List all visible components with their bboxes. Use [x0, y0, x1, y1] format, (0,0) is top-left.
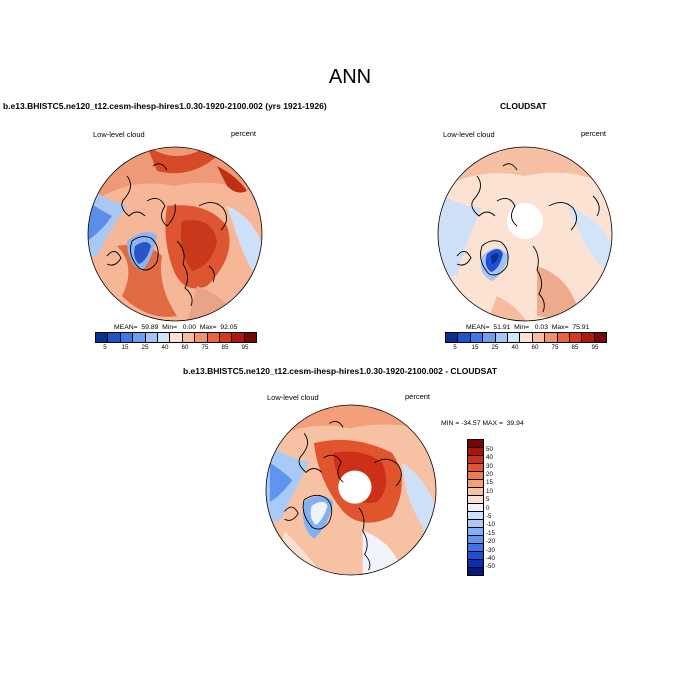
colorbar-swatch	[468, 560, 483, 568]
panel2-colorbar-ticks: 5 15 25 40 60 75 85 95	[445, 344, 605, 351]
panel1-stats: MEAN= 59.89 Min= 0.00 Max= 92.05	[114, 324, 238, 331]
colorbar-swatch	[207, 333, 220, 342]
panel2-left-label: Low-level cloud	[443, 130, 495, 139]
colorbar-tick-label: -20	[486, 538, 495, 546]
colorbar-tick-label: 0	[486, 504, 490, 512]
colorbar-swatch	[232, 333, 245, 342]
colorbar-swatch	[195, 333, 208, 342]
colorbar-tick-label: 75	[201, 344, 209, 351]
panel1-left-label: Low-level cloud	[93, 130, 145, 139]
colorbar-tick-label: 25	[491, 344, 499, 351]
panel2-stats: MEAN= 51.91 Min= 0.03 Max= 75.91	[466, 324, 590, 331]
colorbar-tick-label: -5	[486, 512, 492, 520]
panel3-polar-map	[265, 404, 437, 576]
panel3-stats: MIN = -34.57 MAX = 39.94	[441, 420, 524, 427]
colorbar-tick-label: 15	[486, 479, 493, 487]
colorbar-swatch	[96, 333, 109, 342]
colorbar-swatch	[582, 333, 595, 342]
panel2-polar-map	[437, 146, 613, 322]
colorbar-swatch	[468, 440, 483, 448]
colorbar-swatch	[219, 333, 233, 342]
colorbar-tick-label: 85	[221, 344, 229, 351]
colorbar-swatch	[495, 333, 508, 342]
colorbar-tick-label: 95	[591, 344, 599, 351]
colorbar-tick-label: 25	[141, 344, 149, 351]
panel3-colorbar-ticks: 50 40 30 20 15 10 5 0 -5 -10 -15 -20 -30 -40 -50	[486, 445, 495, 571]
panel1-title: b.e13.BHISTC5.ne120_t12.cesm-ihesp-hires…	[3, 101, 327, 111]
colorbar-swatch	[557, 333, 570, 342]
colorbar-tick-label: 20	[486, 470, 493, 478]
colorbar-swatch	[468, 512, 483, 520]
colorbar-swatch	[468, 528, 483, 536]
colorbar-swatch	[468, 464, 483, 472]
colorbar-tick-label: 95	[241, 344, 249, 351]
colorbar-swatch	[446, 333, 459, 342]
colorbar-tick-label: 40	[161, 344, 169, 351]
colorbar-tick-label: 10	[486, 487, 493, 495]
colorbar-tick-label: -15	[486, 529, 495, 537]
panel2-colorbar	[445, 332, 607, 343]
colorbar-swatch	[569, 333, 583, 342]
colorbar-swatch	[468, 552, 483, 560]
colorbar-tick-label: -50	[486, 563, 495, 571]
colorbar-tick-label: -30	[486, 546, 495, 554]
colorbar-swatch	[170, 333, 183, 342]
colorbar-swatch	[468, 544, 483, 552]
colorbar-tick-label: -10	[486, 521, 495, 529]
colorbar-swatch	[468, 448, 483, 456]
panel3-colorbar	[467, 439, 484, 576]
colorbar-tick-label: 40	[486, 454, 493, 462]
colorbar-swatch	[468, 496, 483, 504]
colorbar-tick-label: 5	[453, 344, 457, 351]
colorbar-tick-label: 15	[471, 344, 479, 351]
colorbar-swatch	[120, 333, 134, 342]
colorbar-swatch	[470, 333, 484, 342]
colorbar-swatch	[108, 333, 121, 342]
colorbar-swatch	[468, 568, 483, 575]
colorbar-tick-label: 50	[486, 445, 493, 453]
colorbar-swatch	[145, 333, 158, 342]
colorbar-swatch	[594, 333, 607, 342]
panel1-polar-map	[87, 146, 263, 322]
colorbar-tick-label: 5	[103, 344, 107, 351]
colorbar-tick-label: 75	[551, 344, 559, 351]
colorbar-swatch	[458, 333, 471, 342]
colorbar-tick-label: -40	[486, 554, 495, 562]
colorbar-swatch	[468, 480, 483, 488]
colorbar-swatch	[507, 333, 521, 342]
panel1-right-label: percent	[231, 129, 257, 138]
colorbar-swatch	[468, 456, 483, 464]
colorbar-swatch	[182, 333, 196, 342]
panel1-colorbar	[95, 332, 257, 343]
colorbar-swatch	[468, 504, 483, 512]
colorbar-swatch	[157, 333, 171, 342]
panel2-title: CLOUDSAT	[500, 101, 547, 111]
colorbar-tick-label: 60	[531, 344, 539, 351]
panel2-right-label: percent	[581, 129, 607, 138]
colorbar-tick-label: 5	[486, 496, 490, 504]
colorbar-swatch	[244, 333, 257, 342]
panel3-left-label: Low-level cloud	[267, 393, 319, 402]
colorbar-tick-label: 15	[121, 344, 129, 351]
colorbar-tick-label: 60	[181, 344, 189, 351]
colorbar-swatch	[483, 333, 496, 342]
colorbar-tick-label: 40	[511, 344, 519, 351]
colorbar-tick-label: 85	[571, 344, 579, 351]
colorbar-swatch	[133, 333, 146, 342]
page-title: ANN	[328, 66, 372, 88]
colorbar-swatch	[468, 536, 483, 544]
colorbar-swatch	[468, 488, 483, 496]
colorbar-swatch	[545, 333, 558, 342]
colorbar-swatch	[532, 333, 546, 342]
colorbar-swatch	[520, 333, 533, 342]
panel1-colorbar-ticks: 5 15 25 40 60 75 85 95	[95, 344, 255, 351]
colorbar-tick-label: 30	[486, 462, 493, 470]
panel3-title: b.e13.BHISTC5.ne120_t12.cesm-ihesp-hires…	[183, 366, 498, 376]
colorbar-swatch	[468, 472, 483, 480]
panel3-right-label: percent	[405, 392, 431, 401]
colorbar-swatch	[468, 520, 483, 528]
